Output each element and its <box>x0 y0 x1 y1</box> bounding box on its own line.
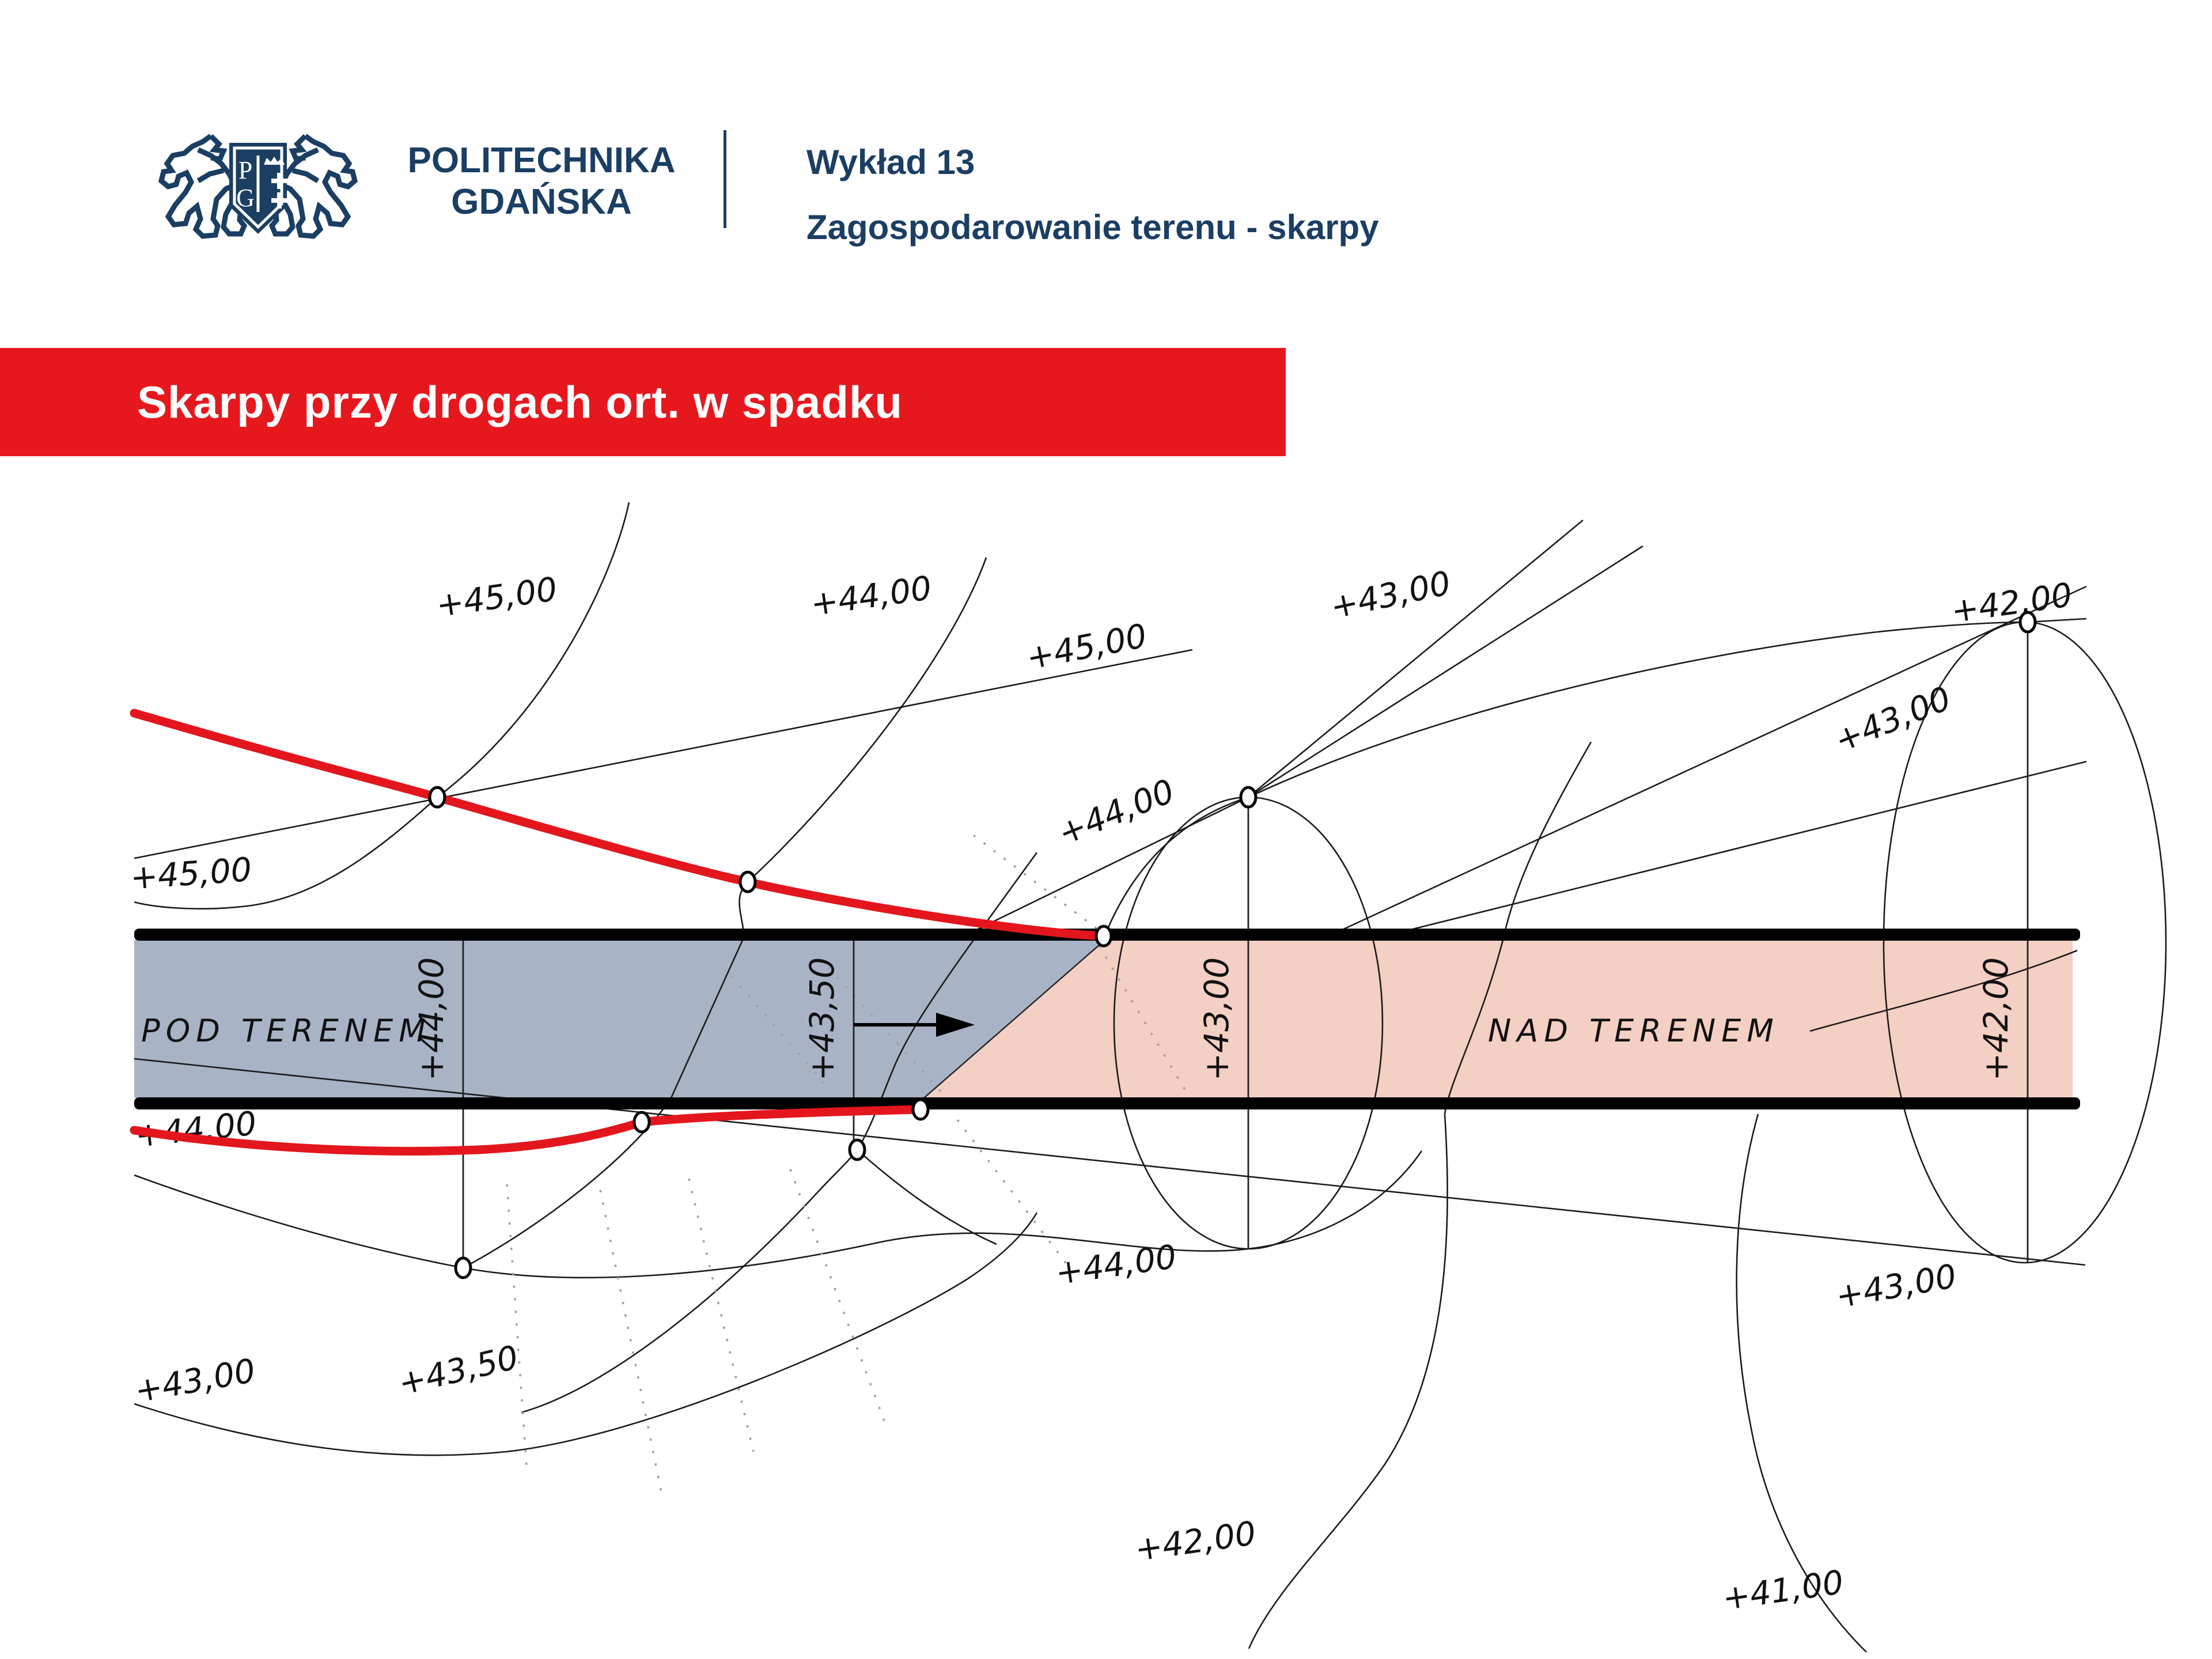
contour-43-long-straight <box>134 1058 2086 1266</box>
contour-42-inband <box>1809 949 2078 1032</box>
lion-left-icon <box>158 134 248 239</box>
contour-label: +44,00 <box>808 569 934 624</box>
station-label: +44,00 <box>412 957 451 1081</box>
curve-hub-to-42node <box>1248 618 2087 798</box>
logo-letter-p: P <box>238 156 252 184</box>
station-label: +43,00 <box>1197 957 1236 1081</box>
zone-pod-terenem <box>134 940 1105 1098</box>
contour-43-southwest <box>134 1212 1038 1456</box>
slide-title: Skarpy przy drogach ort. w spadku <box>137 376 903 427</box>
contour-label: +43,00 <box>1327 564 1454 626</box>
zone-boundary <box>923 940 1105 1099</box>
ray-44-west <box>969 796 1249 934</box>
contour-45-straight <box>134 649 1193 859</box>
ray-ne-1 <box>1248 519 1584 798</box>
lecture-title: Wykład 13 <box>806 143 975 181</box>
contour-label: +43,00 <box>1830 679 1956 760</box>
contour-label: +41,00 <box>1720 1563 1846 1618</box>
crown-icon <box>264 157 285 165</box>
contour-42-scurve <box>1248 741 1592 1649</box>
university-name-line1: POLITECHNIKA <box>407 141 676 180</box>
logo-letter-g: G <box>236 184 255 212</box>
slope-edge-lower <box>130 1105 925 1156</box>
dotted-projection-lines <box>506 834 1189 1498</box>
contour-label: +42,00 <box>1949 576 2074 631</box>
lecture-header: Wykład 13 Zagospodarowanie terenu - skar… <box>806 145 1379 245</box>
contour-44-south <box>134 1150 1423 1279</box>
contour-label: +43,50 <box>395 1339 522 1403</box>
university-name-line2: GDAŃSKA <box>451 182 632 222</box>
cross-icons <box>271 173 287 209</box>
slope-direction-arrow <box>854 1013 975 1037</box>
lion-right-icon <box>268 134 358 239</box>
contour-label: +44,00 <box>1053 1238 1179 1293</box>
slope-edge-lines <box>130 709 1108 1156</box>
ray-ne-2 <box>1248 545 1643 798</box>
pg-shield: P G <box>229 143 287 234</box>
contour-label: +45,00 <box>1024 617 1150 677</box>
slope-edge-upper <box>130 709 1108 941</box>
zone-nad-terenem <box>924 940 2073 1098</box>
header-divider <box>724 130 726 228</box>
lecture-subtitle: Zagospodarowanie terenu - skarpy <box>806 208 1379 247</box>
zone-labels: POD TERENEM NAD TERENEM <box>141 1013 1779 1049</box>
road-station-elevation-labels: +44,00 +43,50 +43,00 +42,00 <box>412 957 2016 1081</box>
line-ene-upper <box>1342 585 2087 931</box>
contour-4350-branch <box>857 1149 997 1245</box>
line-ene-lower <box>1410 760 2087 931</box>
station-label: +42,00 <box>1976 957 2016 1081</box>
contour-45-steep <box>134 502 630 910</box>
pg-logo: P G <box>143 126 373 249</box>
contour-label: +43,00 <box>1833 1257 1959 1316</box>
title-banner: Skarpy przy drogach ort. w spadku <box>0 348 1286 456</box>
zone-label-pod-terenem: POD TERENEM <box>141 1013 431 1049</box>
contour-label: +45,00 <box>434 570 559 625</box>
station-label: +43,50 <box>802 957 842 1081</box>
contour-label: +45,00 <box>129 851 253 897</box>
intersection-nodes <box>428 611 2037 1279</box>
zone-label-nad-terenem: NAD TERENEM <box>1488 1013 1779 1049</box>
contour-label: +42,00 <box>1132 1514 1258 1569</box>
contour-41-sweep <box>1736 1113 1867 1653</box>
university-name: POLITECHNIKA GDAŃSKA <box>360 140 723 223</box>
contour-label: +43,00 <box>132 1351 258 1410</box>
